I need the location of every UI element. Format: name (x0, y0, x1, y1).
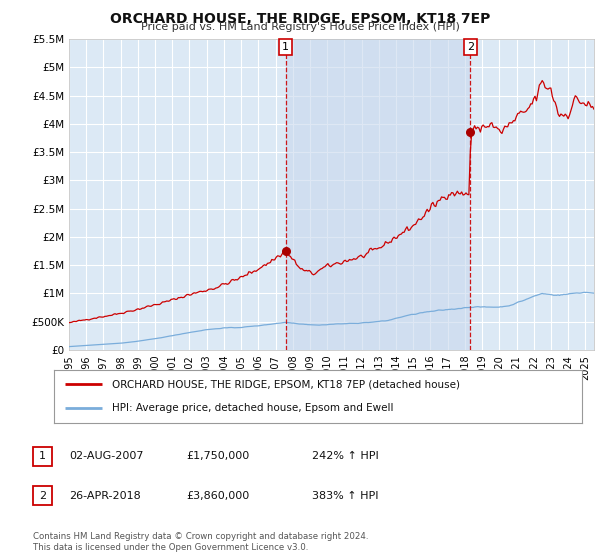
Text: ORCHARD HOUSE, THE RIDGE, EPSOM, KT18 7EP (detached house): ORCHARD HOUSE, THE RIDGE, EPSOM, KT18 7E… (112, 380, 460, 390)
Text: 1: 1 (282, 42, 289, 52)
Bar (286, 39, 470, 350)
Text: £1,750,000: £1,750,000 (186, 451, 249, 461)
Text: 02-AUG-2007: 02-AUG-2007 (69, 451, 143, 461)
Text: 383% ↑ HPI: 383% ↑ HPI (312, 491, 379, 501)
Text: 2: 2 (39, 491, 46, 501)
Text: ORCHARD HOUSE, THE RIDGE, EPSOM, KT18 7EP: ORCHARD HOUSE, THE RIDGE, EPSOM, KT18 7E… (110, 12, 490, 26)
Text: HPI: Average price, detached house, Epsom and Ewell: HPI: Average price, detached house, Epso… (112, 403, 394, 413)
Text: 26-APR-2018: 26-APR-2018 (69, 491, 141, 501)
Text: 2: 2 (467, 42, 474, 52)
Text: £3,860,000: £3,860,000 (186, 491, 249, 501)
Text: Contains HM Land Registry data © Crown copyright and database right 2024.: Contains HM Land Registry data © Crown c… (33, 532, 368, 541)
Text: 242% ↑ HPI: 242% ↑ HPI (312, 451, 379, 461)
Text: This data is licensed under the Open Government Licence v3.0.: This data is licensed under the Open Gov… (33, 543, 308, 552)
Text: 1: 1 (39, 451, 46, 461)
Text: Price paid vs. HM Land Registry's House Price Index (HPI): Price paid vs. HM Land Registry's House … (140, 22, 460, 32)
